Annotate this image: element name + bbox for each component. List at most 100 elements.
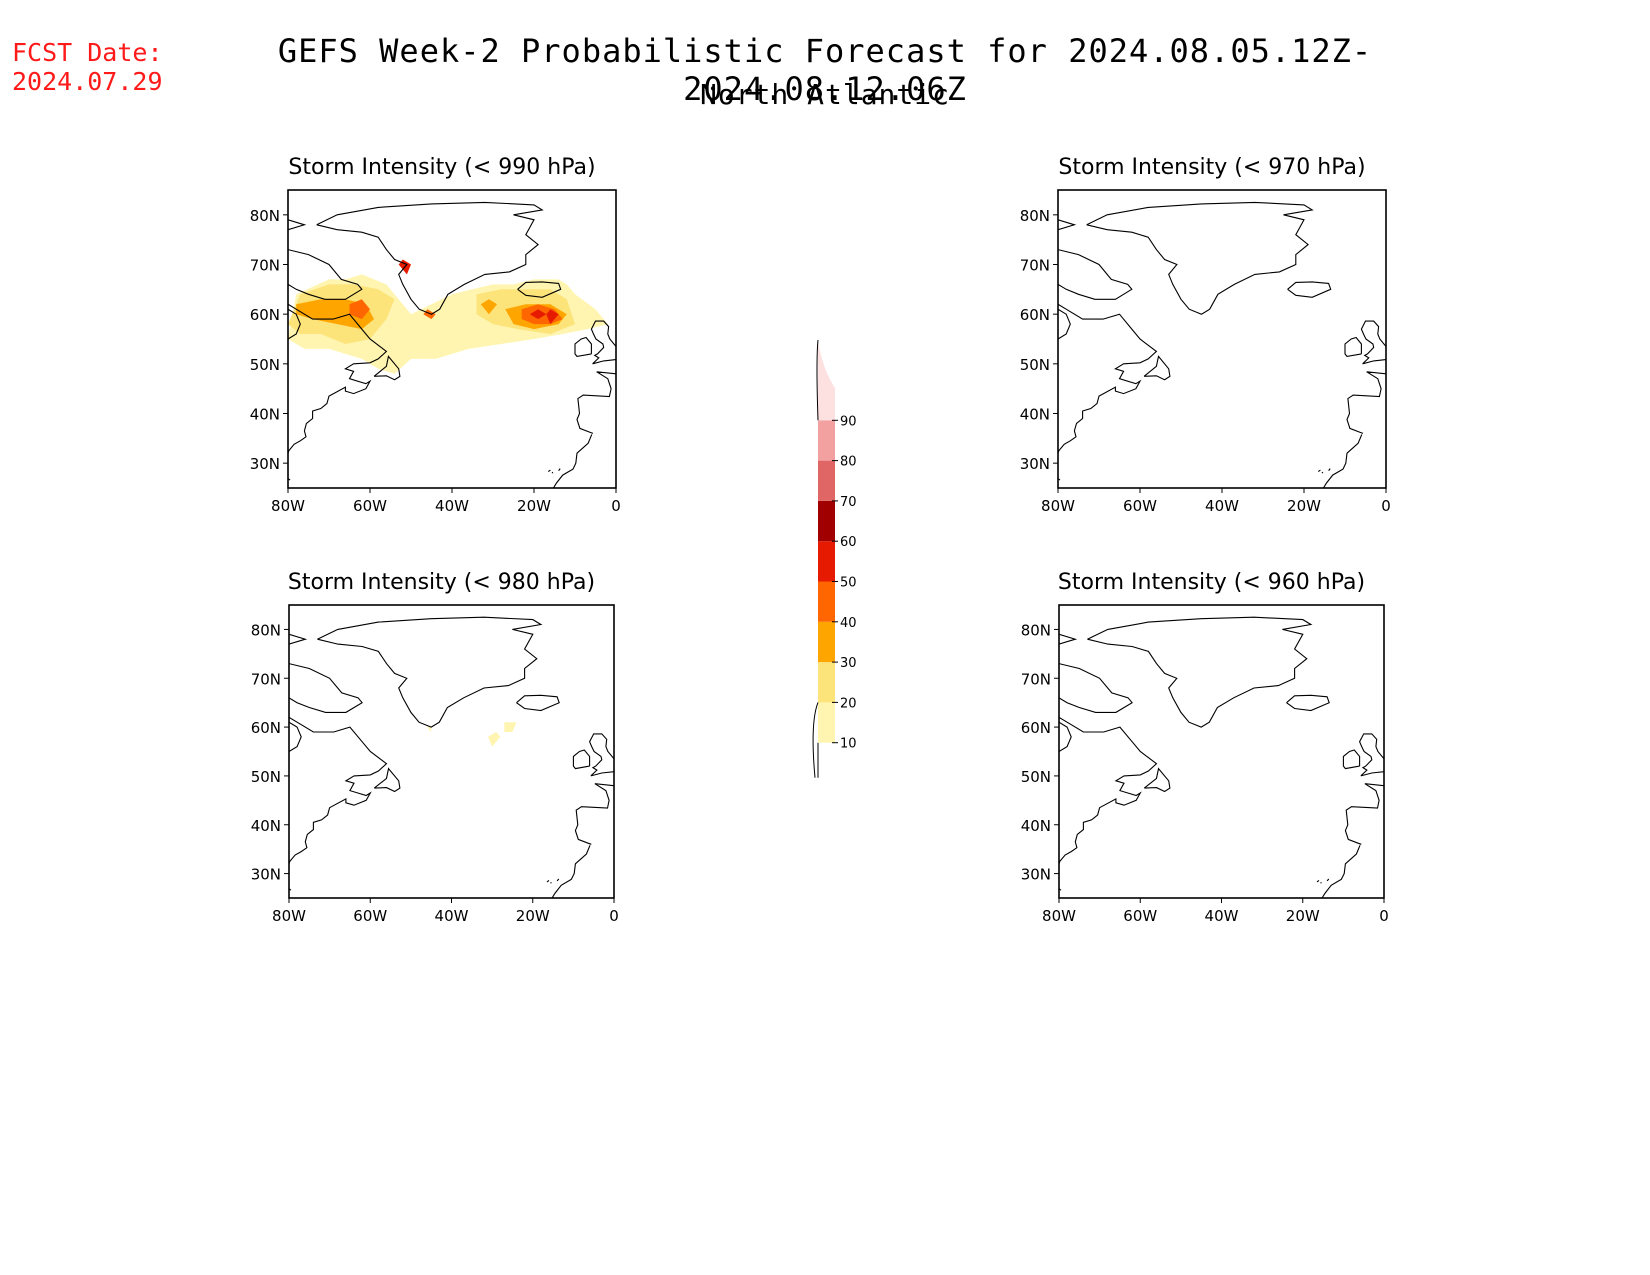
coastline xyxy=(1322,434,1363,488)
coastline xyxy=(288,308,301,340)
coastline xyxy=(574,336,592,357)
map-frame xyxy=(1057,189,1387,489)
coastline xyxy=(1328,468,1331,471)
coastline xyxy=(317,616,543,728)
colorbar-bin xyxy=(818,420,835,461)
colorbar-bin xyxy=(818,500,835,542)
coastline xyxy=(1058,219,1077,231)
coastline xyxy=(1143,767,1171,793)
coastline xyxy=(517,281,562,298)
lat-label: 30N xyxy=(250,455,280,473)
lat-label: 40N xyxy=(1020,406,1050,424)
map-panel-3: Storm Intensity (< 980 hPa) 80N 70N 60N 50N 4… xyxy=(251,570,619,925)
lon-label: 0 xyxy=(609,907,619,925)
lat-label: 50N xyxy=(1021,768,1051,786)
lon-label: 60W xyxy=(353,907,387,925)
probability-region xyxy=(546,309,559,325)
coastline xyxy=(552,434,593,488)
coastline xyxy=(1058,249,1133,300)
lat-label: 70N xyxy=(1020,257,1050,275)
panel-title: Storm Intensity (< 990 hPa) xyxy=(288,155,595,180)
coastline xyxy=(1321,471,1324,474)
coastline xyxy=(1316,879,1320,883)
map-panel-1: Storm Intensity (< 990 hPa) 80N 70N 60N 50N 4… xyxy=(250,155,621,515)
page-subtitle: North Atlantic xyxy=(699,78,950,111)
coastline xyxy=(1326,878,1330,882)
coastline xyxy=(558,468,561,471)
lon-label: 80W xyxy=(271,497,305,515)
lon-label: 80W xyxy=(272,907,306,925)
lat-label: 70N xyxy=(251,670,281,688)
map-content xyxy=(288,201,616,488)
coastline xyxy=(1086,201,1314,315)
lat-label: 50N xyxy=(1020,356,1050,374)
lat-label: 30N xyxy=(1021,866,1051,884)
map-content xyxy=(1059,616,1384,898)
colorbar-bin xyxy=(818,581,835,622)
coastline xyxy=(373,355,401,381)
colorbar-bin xyxy=(818,662,835,703)
coastline xyxy=(547,469,551,473)
colorbar-bin xyxy=(818,702,835,743)
lon-label: 40W xyxy=(1205,497,1239,515)
map-frame xyxy=(1058,604,1385,899)
lon-label: 60W xyxy=(1123,497,1157,515)
map-panel-2: Storm Intensity (< 970 hPa) 80N 70N 60N 50N 4… xyxy=(1020,155,1391,515)
colorbar-label: 30 xyxy=(840,656,857,671)
lon-label: 20W xyxy=(517,497,551,515)
lon-label: 60W xyxy=(1123,907,1157,925)
lat-label: 60N xyxy=(1021,719,1051,737)
page-title: GEFS Week-2 Probabilistic Forecast for 2… xyxy=(277,32,1373,108)
forecast-date-value: 2024.07.29 xyxy=(12,67,163,96)
probability-region xyxy=(427,727,432,732)
coastline xyxy=(588,733,614,777)
lon-label: 40W xyxy=(1205,907,1239,925)
lat-label: 50N xyxy=(251,768,281,786)
colorbar-bin xyxy=(818,621,835,663)
coastline xyxy=(1317,469,1321,473)
lon-label: 40W xyxy=(435,907,469,925)
coastline xyxy=(551,471,554,474)
coastline xyxy=(289,721,302,752)
colorbar-outline xyxy=(816,339,819,421)
lon-label: 20W xyxy=(1286,907,1320,925)
lat-label: 70N xyxy=(1021,670,1051,688)
probability-region xyxy=(529,309,547,320)
coastline xyxy=(288,303,388,454)
lat-label: 70N xyxy=(250,257,280,275)
probability-region xyxy=(488,732,501,747)
coastline xyxy=(1087,616,1313,728)
probability-region xyxy=(504,722,517,732)
colorbar-label: 70 xyxy=(840,495,857,510)
lon-label: 80W xyxy=(1042,907,1076,925)
probability-region xyxy=(349,299,370,320)
lat-label: 60N xyxy=(1020,306,1050,324)
coastline xyxy=(1286,694,1330,712)
coastline xyxy=(1358,733,1384,777)
coastline xyxy=(1360,320,1386,365)
coastline xyxy=(546,879,550,883)
coastline xyxy=(289,663,363,713)
colorbar-outline xyxy=(812,702,819,778)
lon-label: 0 xyxy=(1381,497,1391,515)
colorbar-label: 40 xyxy=(840,616,857,631)
coastline xyxy=(551,845,591,898)
coastline xyxy=(1342,749,1361,770)
map-content xyxy=(1058,201,1386,488)
coastline xyxy=(1059,633,1078,645)
colorbar-label: 20 xyxy=(840,696,857,711)
lon-label: 80W xyxy=(1041,497,1075,515)
lon-label: 40W xyxy=(435,497,469,515)
lat-label: 80N xyxy=(251,621,281,639)
coastline xyxy=(1059,716,1158,864)
coastline xyxy=(288,249,363,300)
lon-label: 20W xyxy=(1287,497,1321,515)
map-frame xyxy=(288,604,615,899)
lat-label: 50N xyxy=(250,356,280,374)
panel-title: Storm Intensity (< 970 hPa) xyxy=(1058,155,1365,180)
colorbar-bin xyxy=(818,340,835,421)
coastline xyxy=(550,882,552,884)
probability-region xyxy=(480,299,498,315)
coastline xyxy=(1320,882,1322,884)
